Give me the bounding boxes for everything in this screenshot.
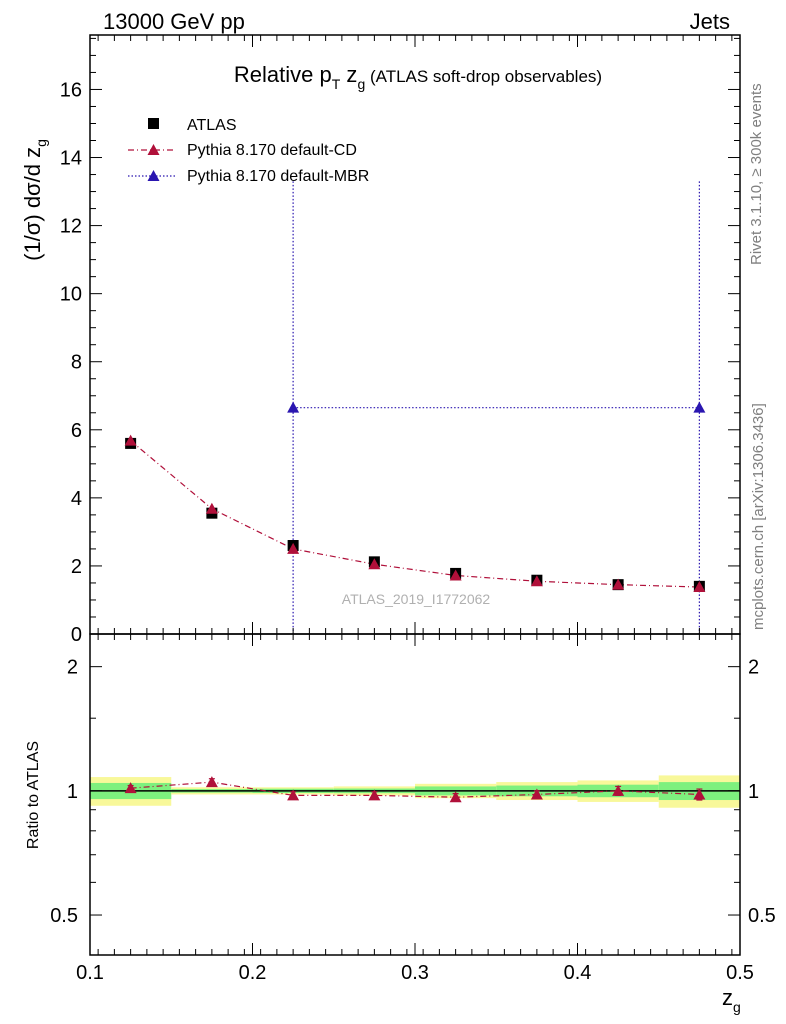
y-tick-label: 6 [71, 420, 82, 442]
legend-marker-atlas [148, 118, 159, 129]
header-right: Jets [690, 9, 730, 34]
rivet-note: Rivet 3.1.10, ≥ 300k events [748, 83, 765, 265]
y-tick-label: 10 [60, 284, 82, 306]
mcplots-note: mcplots.cern.ch [arXiv:1306.3436] [750, 403, 767, 630]
y-axis-label-main: (1/σ) dσ/d z [20, 147, 45, 261]
y-tick-label: 8 [71, 352, 82, 374]
ratio-y-tick-label: 0.5 [50, 905, 78, 927]
legend-entry-cd: Pythia 8.170 default-CD [128, 142, 357, 159]
y-tick-label: 2 [71, 556, 82, 578]
y-tick-label: 12 [60, 216, 82, 238]
ratio-y-tick-label-right: 0.5 [748, 905, 776, 927]
ratio-cd-point [368, 789, 381, 801]
ratio-cd-point [287, 789, 300, 801]
x-tick-label: 0.2 [239, 962, 267, 984]
main-panel: 0 2 4 6 8 10 12 14 16 [60, 34, 741, 646]
cd-point [612, 578, 625, 590]
legend-label-cd: Pythia 8.170 default-CD [187, 142, 357, 159]
y-tick-label: 14 [60, 148, 82, 170]
cd-point [124, 434, 137, 446]
title-main: Relative p [234, 62, 332, 87]
legend: ATLAS Pythia 8.170 default-CD Pythia 8.1… [128, 117, 369, 185]
x-tick-label: 0.4 [564, 962, 592, 984]
ratio-cd-point [124, 782, 137, 794]
ratio-y-tick-label-right: 2 [748, 657, 759, 679]
legend-entry-atlas: ATLAS [148, 117, 237, 134]
cd-point [449, 569, 462, 581]
title-zg: z [340, 62, 357, 87]
ratio-cd-point [530, 788, 543, 800]
chart-title: Relative pT zg (ATLAS soft-drop observab… [234, 62, 602, 92]
x-axis-label: zg [722, 985, 741, 1015]
ratio-cd-point [693, 788, 706, 800]
ratio-y-tick-label: 2 [67, 657, 78, 679]
ratio-cd-point [612, 784, 625, 796]
y-tick-label: 4 [71, 488, 82, 510]
x-axis-label-sub: g [733, 999, 741, 1015]
cd-point [205, 502, 218, 514]
cd-point [287, 542, 300, 554]
ratio-cd-point [449, 791, 462, 803]
legend-marker-cd [147, 144, 160, 155]
x-tick-label: 0.1 [76, 962, 104, 984]
ratio-y-tick-label: 1 [67, 781, 78, 803]
x-axis-label-main: z [722, 985, 733, 1010]
mbr-point [693, 401, 706, 413]
header-left: 13000 GeV pp [103, 9, 245, 34]
cd-point [530, 575, 543, 587]
title-rest: (ATLAS soft-drop observables) [365, 67, 602, 86]
ratio-panel: 0.1 0.2 0.3 0.4 0.5 0.5 0.5 1 1 2 2 [50, 633, 776, 984]
ratio-y-axis-label: Ratio to ATLAS [25, 741, 42, 849]
legend-entry-mbr: Pythia 8.170 default-MBR [128, 168, 369, 185]
cd-point [368, 558, 381, 570]
legend-marker-mbr [147, 170, 160, 181]
title-main-sub: T [332, 76, 341, 92]
legend-label-atlas: ATLAS [187, 117, 237, 134]
y-axis-label: (1/σ) dσ/d zg [20, 139, 49, 261]
title-zg-sub: g [357, 76, 365, 92]
y-tick-label: 16 [60, 79, 82, 101]
series-cd-line [130, 440, 700, 588]
y-tick-label: 0 [71, 624, 82, 646]
ratio-series-cd-line [130, 781, 700, 798]
ratio-cd-point [205, 776, 218, 788]
x-tick-label: 0.5 [726, 962, 754, 984]
mbr-point [287, 401, 300, 413]
legend-label-mbr: Pythia 8.170 default-MBR [187, 168, 369, 185]
x-tick-label: 0.3 [401, 962, 429, 984]
analysis-watermark: ATLAS_2019_I1772062 [342, 591, 491, 607]
cd-point [693, 581, 706, 593]
ratio-y-tick-label-right: 1 [748, 781, 759, 803]
y-axis-label-sub: g [33, 139, 49, 147]
